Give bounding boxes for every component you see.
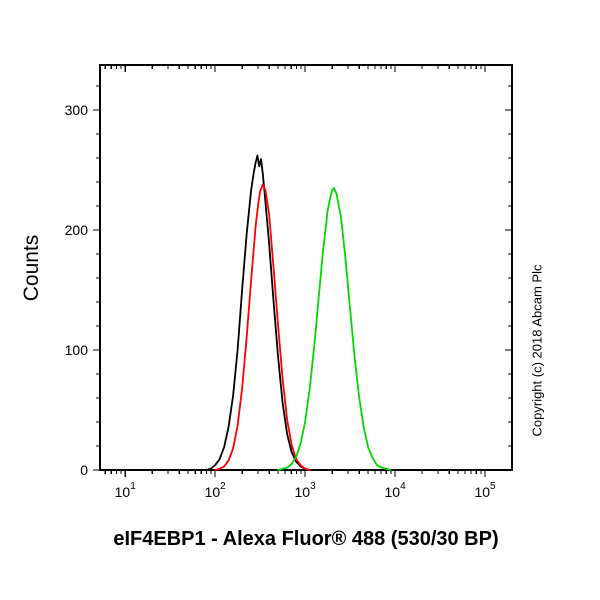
histogram-curves <box>205 154 392 471</box>
x-tick-label: 101 <box>115 481 137 500</box>
y-tick-label: 0 <box>80 462 88 478</box>
y-tick-label: 300 <box>65 102 89 118</box>
copyright-text: Copyright (c) 2018 Abcam Plc <box>529 264 545 437</box>
y-tick-label: 100 <box>65 342 89 358</box>
y-tick-label: 200 <box>65 222 89 238</box>
red-curve <box>214 183 311 471</box>
green-curve <box>277 187 392 471</box>
x-tick-label: 104 <box>384 481 406 500</box>
x-tick-labels: 101 102 103 104 105 <box>115 481 496 500</box>
x-tick-label: 103 <box>295 481 317 500</box>
tick-marks <box>93 65 512 477</box>
x-tick-label: 102 <box>205 481 227 500</box>
axes <box>99 64 513 471</box>
y-axis-label: Counts <box>20 234 43 302</box>
y-tick-labels: 0 100 200 300 <box>65 102 89 478</box>
x-axis-title: eIF4EBP1 - Alexa Fluor® 488 (530/30 BP) <box>113 528 499 550</box>
plot-frame <box>99 64 513 471</box>
black-curve <box>205 154 311 471</box>
x-tick-label: 105 <box>474 481 496 500</box>
